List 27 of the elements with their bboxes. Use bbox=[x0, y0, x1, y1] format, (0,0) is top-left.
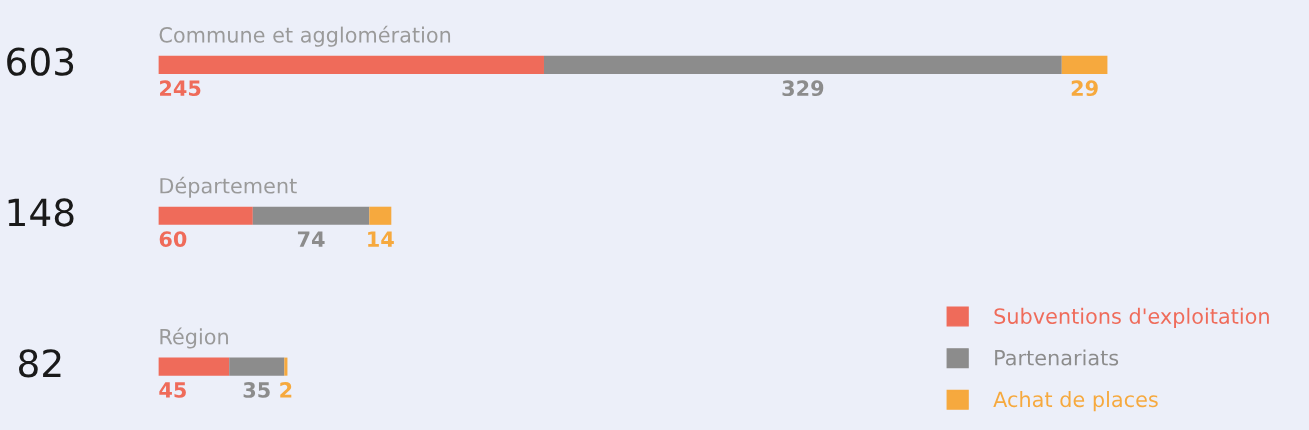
total-label: 603 bbox=[7, 47, 74, 76]
bar bbox=[543, 55, 1062, 74]
bar bbox=[158, 357, 230, 376]
data-label: 29 bbox=[1071, 80, 1098, 97]
data-label: 35 bbox=[243, 382, 270, 398]
y-tick-label: Département bbox=[160, 176, 297, 198]
bar bbox=[1061, 55, 1108, 74]
total-label: 148 bbox=[8, 198, 74, 227]
bar bbox=[229, 357, 285, 376]
data-label: 245 bbox=[160, 80, 201, 97]
y-tick-label: Région bbox=[160, 327, 228, 349]
legend-label: Achat de places bbox=[993, 391, 1158, 412]
bar bbox=[284, 357, 288, 376]
bar bbox=[158, 206, 253, 225]
data-label: 329 bbox=[782, 80, 824, 97]
bar bbox=[158, 55, 544, 74]
legend-label: Subventions d'exploitation bbox=[994, 307, 1269, 328]
data-label: 14 bbox=[368, 231, 394, 247]
data-label: 2 bbox=[280, 382, 292, 398]
data-label: 74 bbox=[297, 231, 325, 247]
data-label: 60 bbox=[159, 231, 187, 247]
bar bbox=[252, 206, 370, 225]
total-label: 82 bbox=[19, 349, 61, 378]
legend-label: Partenariats bbox=[995, 349, 1119, 366]
data-label: 45 bbox=[159, 382, 186, 398]
y-tick-label: Commune et agglomération bbox=[159, 25, 451, 47]
bar bbox=[369, 206, 392, 225]
